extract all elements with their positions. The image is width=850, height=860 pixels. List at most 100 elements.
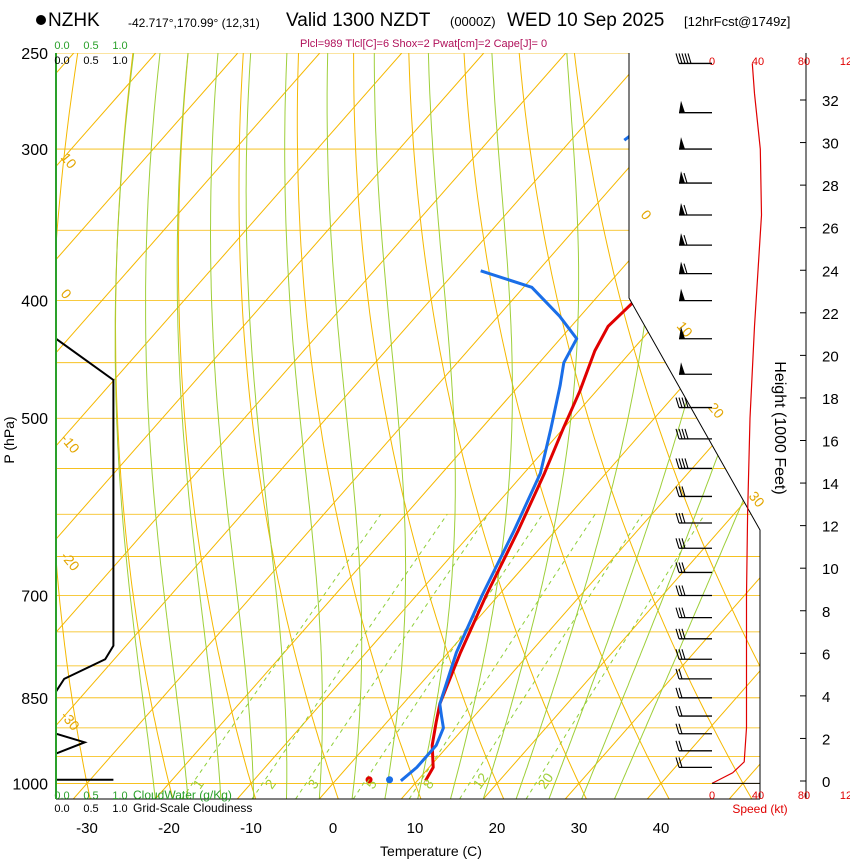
cloud-top-tick-green: 0.0 (54, 40, 69, 52)
cloud-top-tick: 0.5 (83, 55, 98, 67)
cloud-top-tick: 0.0 (54, 55, 69, 67)
wind-barb-feather (675, 628, 680, 639)
wind-barb-feather (681, 585, 686, 596)
cloudiness-low-profile (56, 732, 88, 755)
dry-adiabat (739, 53, 760, 799)
cloud-bottom-tick-green: 0.5 (83, 790, 98, 802)
moist-adiabat (245, 53, 288, 799)
moist-adiabat (284, 53, 323, 799)
wind-barb-feather (675, 723, 680, 734)
wind-barb-feather (678, 397, 683, 408)
pressure-tick-label: 500 (21, 411, 48, 428)
pressure-tick-label: 700 (21, 588, 48, 605)
temp-tick-label: -30 (76, 820, 98, 837)
wind-barb-feather (681, 458, 686, 469)
cloud-bottom-tick: 0.0 (54, 803, 69, 815)
wind-barb-feather (678, 562, 683, 573)
isotherm-line (236, 53, 760, 799)
height-tick-label: 8 (822, 604, 830, 621)
temp-tick-label: 20 (489, 820, 506, 837)
mixing-ratio-line (408, 514, 596, 799)
isotherm-line (482, 53, 760, 799)
wind-barb-feather (681, 486, 686, 497)
isotherm-label: 10 (674, 318, 696, 340)
wind-barb (675, 53, 712, 65)
mixing-ratio-line (459, 514, 643, 799)
temperature-line (424, 72, 760, 782)
dry-adiabat (296, 53, 422, 799)
moist-adiabat (581, 53, 760, 799)
cloud-top-tick: 1.0 (112, 55, 127, 67)
pressure-tick-label: 1000 (12, 776, 48, 793)
wind-barb-feather (678, 53, 683, 64)
cloud-water-label: CloudWater (g/Kg) (133, 788, 232, 802)
temp-tick-label: -10 (240, 820, 262, 837)
isotherm-line (154, 53, 760, 799)
dry-adiabat (463, 53, 670, 799)
wind-barb-feather (678, 705, 683, 717)
valid-date: WED 10 Sep 2025 (507, 10, 665, 31)
cloud-bottom-tick: 1.0 (112, 803, 127, 815)
wind-barb-flag (679, 203, 685, 216)
temp-tick-label: -20 (158, 820, 180, 837)
wind-barb-feather (678, 458, 683, 469)
wind-barb-feather (681, 397, 686, 408)
wind-barb (675, 562, 712, 574)
height-tick-label: 24 (822, 263, 839, 280)
height-tick-label: 20 (822, 348, 839, 365)
moist-adiabat (548, 53, 749, 799)
wind-barb-feather (678, 740, 683, 751)
wind-barb (675, 512, 712, 524)
wind-barb-feather (675, 649, 680, 660)
wind-barb-feather (683, 172, 688, 184)
moist-adiabat (614, 53, 760, 799)
height-tick-label: 6 (822, 646, 830, 663)
dry-adiabat (177, 53, 257, 799)
moist-adiabat (210, 53, 255, 799)
wind-barb (675, 740, 712, 752)
dry-adiabat (518, 53, 753, 799)
chart-frame-right (628, 53, 761, 799)
speed-bottom-tick: 40 (752, 790, 764, 802)
moist-adiabat (417, 53, 456, 799)
isotherm-line (728, 53, 760, 799)
height-tick-label: 22 (822, 306, 839, 323)
wind-barb-feather (675, 53, 680, 64)
wind-barb-flag (679, 362, 685, 375)
wind-barb-feather (684, 428, 689, 440)
wind-barb-feather (678, 757, 683, 768)
wind-barb (675, 428, 712, 440)
dry-adiabat (408, 53, 587, 799)
isotherm-label: 10 (58, 149, 80, 171)
isotherm-line (56, 53, 649, 799)
wind-barb-feather (675, 512, 680, 524)
wind-barb-feather (675, 397, 680, 408)
wind-barb-feather (678, 538, 683, 549)
wind-barb-feather (678, 668, 683, 680)
pressure-tick-label: 250 (21, 46, 48, 63)
wind-barb (675, 607, 712, 619)
wind-barb-feather (681, 512, 686, 524)
height-tick-label: 10 (822, 561, 839, 578)
wind-barb-feather (675, 486, 680, 497)
wind-barb-flag (679, 100, 685, 113)
moist-adiabat (176, 53, 222, 799)
isotherm-line (56, 53, 485, 799)
height-tick-label: 14 (822, 476, 839, 493)
moist-adiabat (145, 53, 189, 799)
mixing-ratio-line (352, 514, 544, 799)
height-tick-label: 2 (822, 731, 830, 748)
dry-adiabat (795, 53, 850, 799)
moist-adiabat (450, 53, 513, 799)
speed-top-tick: 0 (709, 56, 715, 68)
valid-time: Valid 1300 NZDT (286, 10, 431, 31)
wind-barb-feather (675, 687, 680, 698)
wind-barb-feather (675, 740, 680, 751)
station-name: NZHK (48, 10, 100, 31)
wind-barb-feather (675, 668, 680, 680)
wind-barb (679, 203, 712, 216)
wind-barb-feather (681, 607, 686, 618)
dewpoint-upper-line (623, 62, 718, 142)
moist-adiabat (373, 53, 407, 799)
cloud-bottom-tick-green: 0.0 (54, 790, 69, 802)
